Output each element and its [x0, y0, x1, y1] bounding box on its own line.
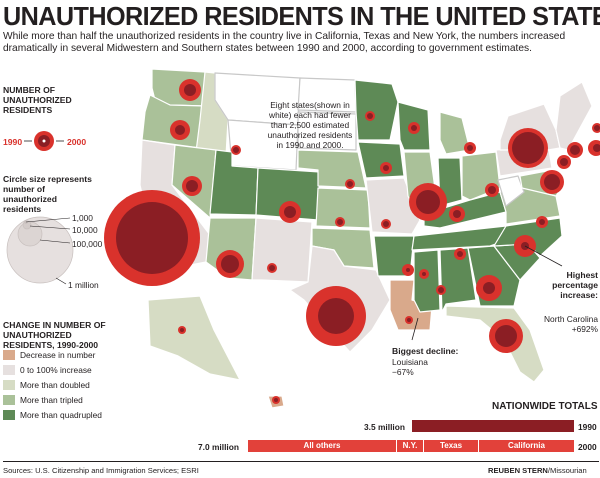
legend-swatch-doubled — [3, 380, 15, 390]
state-minnesota — [354, 79, 399, 141]
legend-size-1000: 1,000 — [72, 213, 93, 223]
legend-circle-size — [6, 216, 74, 284]
legend-swatch-decrease — [3, 350, 15, 360]
footer-credit-outlet: /Missourian — [547, 466, 587, 475]
totals-bar-1990 — [412, 420, 574, 432]
legend-number-title: NUMBER OF UNAUTHORIZED RESIDENTS — [3, 85, 72, 115]
totals-label-california: California — [508, 441, 545, 450]
state-south-dakota — [297, 111, 357, 151]
legend-size-100000: 100,000 — [72, 239, 103, 249]
totals-year-1990: 1990 — [578, 422, 597, 432]
biggest-decline-detail: Louisiana −67% — [392, 357, 428, 377]
totals-bar-california — [479, 440, 574, 452]
white-states-note: Eight states(shown in white) each had fe… — [267, 100, 353, 150]
state-michigan — [439, 111, 471, 155]
totals-title: NATIONWIDE TOTALS — [492, 401, 598, 412]
legend-change-doubled: More than doubled — [20, 380, 90, 390]
legend-change-tripled: More than tripled — [20, 395, 83, 405]
totals-label-ny: N.Y. — [402, 441, 418, 450]
biggest-decline-title: Biggest decline: — [392, 346, 459, 356]
legend-year-2000: 2000 — [67, 137, 87, 147]
state-nebraska — [297, 149, 367, 189]
legend-year-1990: 1990 — [3, 137, 23, 147]
state-mississippi — [413, 249, 441, 313]
highest-increase-detail: North Carolina +692% — [544, 314, 598, 334]
legend-swatch-tripled — [3, 395, 15, 405]
page-subtitle: While more than half the unauthorized re… — [3, 31, 566, 54]
footer-credit-name: REUBEN STERN — [488, 466, 548, 475]
legend-swatch-0-100 — [3, 365, 15, 375]
totals-bar-texas — [424, 440, 478, 452]
totals-year-2000: 2000 — [578, 442, 597, 452]
legend-number-bubble — [24, 131, 64, 151]
totals-label-all-others: All others — [303, 441, 341, 450]
legend-change-quadrupled: More than quadrupled — [20, 410, 102, 420]
legend-change-title: CHANGE IN NUMBER OF UNAUTHORIZED RESIDEN… — [3, 320, 106, 350]
state-new-england — [555, 81, 593, 151]
legend-size-1million: 1 million — [68, 280, 99, 290]
state-missouri — [365, 177, 421, 235]
footer-rule — [3, 461, 599, 462]
state-alabama — [439, 247, 477, 313]
state-alaska — [147, 295, 241, 381]
state-kansas — [315, 187, 371, 229]
legend-change-0-100: 0 to 100% increase — [20, 365, 92, 375]
highest-increase-title: Highest percentage increase: — [552, 270, 598, 300]
legend-swatch-quadrupled — [3, 410, 15, 420]
totals-bar-all-others — [248, 440, 396, 452]
footer-credit: REUBEN STERN/Missourian — [488, 466, 587, 475]
totals-2000-value: 7.0 million — [198, 442, 239, 452]
state-new-mexico — [251, 217, 313, 283]
footer-sources: Sources: U.S. Citizenship and Immigratio… — [3, 466, 199, 475]
state-iowa — [357, 141, 405, 179]
legend-size-title: Circle size represents number of unautho… — [3, 174, 92, 214]
totals-label-texas: Texas — [439, 441, 463, 450]
legend-change-decrease: Decrease in number — [20, 350, 96, 360]
state-florida — [445, 305, 545, 383]
totals-bar-ny — [397, 440, 423, 452]
state-west-virginia — [497, 175, 525, 207]
totals-1990-value: 3.5 million — [364, 422, 405, 432]
legend-size-10000: 10,000 — [72, 225, 98, 235]
page-title: UNAUTHORIZED RESIDENTS IN THE UNITED STA… — [3, 1, 600, 31]
